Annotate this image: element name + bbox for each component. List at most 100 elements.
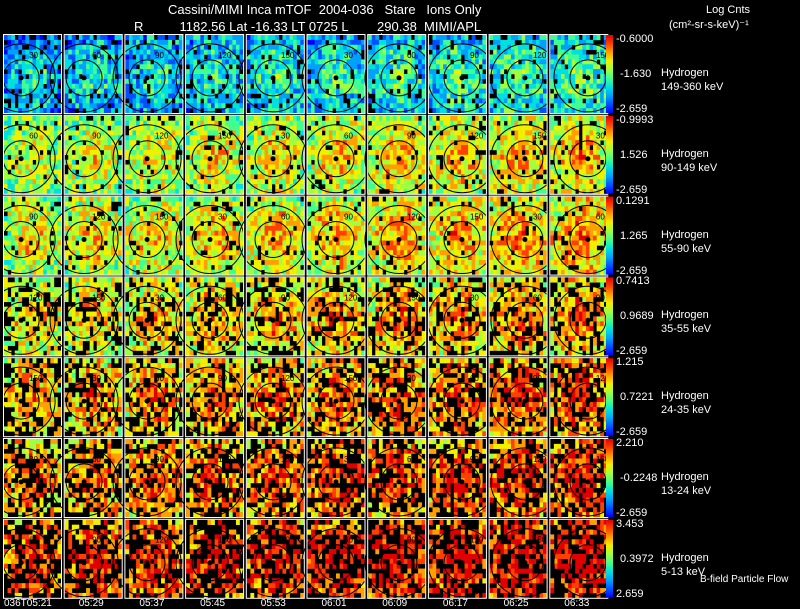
heatmap-cell (71, 115, 76, 121)
heatmap-cell (332, 103, 337, 109)
heatmap-cell (410, 184, 415, 190)
heatmap-cell (153, 83, 158, 89)
heatmap-cell (421, 83, 426, 89)
heatmap-cell (389, 49, 394, 55)
heatmap-cell (410, 188, 415, 195)
heatmap-cell (582, 159, 587, 165)
heatmap-cell (264, 135, 269, 141)
heatmap-cell (128, 154, 133, 160)
heatmap-cell (418, 120, 422, 126)
heatmap-cell (253, 159, 258, 165)
heatmap-cell (296, 35, 301, 41)
heatmap-cell (418, 39, 422, 46)
heatmap-cell (25, 220, 30, 227)
heatmap-cell (460, 35, 465, 41)
heatmap-cell (378, 64, 383, 70)
heatmap-cell (143, 108, 148, 114)
contour-line (0, 205, 56, 274)
heatmap-cell (93, 98, 98, 104)
heatmap-cell (475, 120, 480, 126)
heatmap-cell (250, 120, 255, 126)
heatmap-cell (225, 49, 230, 55)
heatmap-cell (86, 145, 90, 151)
heatmap-cell (396, 39, 401, 46)
heatmap-cell (282, 54, 287, 60)
heatmap-cell (68, 169, 73, 175)
heatmap-cell (478, 154, 483, 160)
heatmap-cell (53, 159, 58, 165)
heatmap-cell (235, 130, 240, 136)
heatmap-cell (585, 59, 590, 65)
heatmap-cell (493, 145, 498, 151)
heatmap-cell (436, 188, 440, 195)
heatmap-cell (36, 78, 40, 85)
heatmap-cell (521, 98, 526, 104)
heatmap-cell (532, 145, 537, 151)
heatmap-cell (386, 59, 390, 65)
heatmap-cell (532, 88, 537, 94)
heatmap-cell (261, 35, 265, 41)
heatmap-cell (535, 188, 540, 195)
heatmap-cell (421, 120, 426, 126)
heatmap-cell (14, 125, 19, 131)
heatmap-cell (453, 108, 458, 114)
heatmap-cell (32, 49, 37, 55)
heatmap-cell (360, 140, 365, 146)
heatmap-cell (514, 64, 519, 70)
heatmap-cell (457, 145, 462, 151)
heatmap-cell (118, 159, 122, 165)
heatmap-cell (368, 39, 373, 46)
heatmap-cell (514, 125, 519, 131)
heatmap-cell (36, 98, 40, 104)
heatmap-cell (389, 103, 394, 109)
heatmap-cell (482, 44, 487, 50)
heatmap-cell (103, 154, 108, 160)
heatmap-cell (532, 115, 537, 121)
heatmap-cell (343, 154, 347, 160)
heatmap-cell (393, 103, 397, 109)
heatmap-cell (407, 145, 412, 151)
heatmap-cell (43, 225, 48, 232)
heatmap-cell (518, 74, 522, 80)
heatmap-cell (207, 125, 212, 131)
heatmap-cell (357, 164, 362, 170)
heatmap-cell (211, 108, 215, 114)
heatmap-cell (410, 49, 415, 55)
heatmap-cell (532, 154, 537, 160)
heatmap-cell (282, 74, 287, 80)
heatmap-cell (457, 74, 462, 80)
heatmap-cell (575, 125, 580, 131)
heatmap-cell (82, 179, 87, 185)
heatmap-cell (18, 259, 23, 266)
heatmap-cell (57, 69, 62, 75)
heatmap-cell (371, 44, 376, 50)
heatmap-cell (25, 264, 30, 271)
heatmap-cell (25, 59, 30, 65)
heatmap-cell (346, 69, 351, 75)
heatmap-cell (453, 88, 458, 94)
heatmap-cell (250, 174, 255, 180)
heatmap-cell (57, 264, 62, 271)
heatmap-cell (164, 130, 169, 136)
heatmap-cell (460, 140, 465, 146)
heatmap-cell (414, 130, 419, 136)
heatmap-cell (36, 196, 40, 202)
heatmap-cell (514, 184, 519, 190)
heatmap-cell (253, 130, 258, 136)
heatmap-cell (568, 179, 572, 185)
heatmap-cell (214, 154, 219, 160)
heatmap-cell (357, 49, 362, 55)
heatmap-cell (382, 35, 387, 41)
heatmap-cell (150, 115, 155, 121)
heatmap-cell (532, 98, 537, 104)
heatmap-cell (64, 188, 69, 195)
heatmap-cell (211, 154, 215, 160)
heatmap-cell (150, 174, 155, 180)
heatmap-cell (28, 230, 33, 236)
heatmap-cell (525, 59, 530, 65)
heatmap-cell (357, 54, 362, 60)
heatmap-cell (43, 69, 48, 75)
heatmap-cell (328, 120, 333, 126)
heatmap-cell (64, 35, 69, 41)
heatmap-cell (496, 59, 501, 65)
